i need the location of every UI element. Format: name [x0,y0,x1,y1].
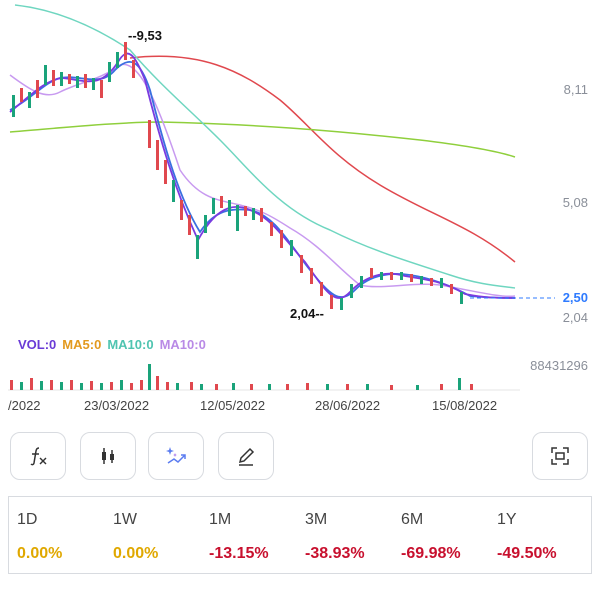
ma-blue-line [9,60,516,299]
perf-period-1m[interactable]: 1M -13.15% [209,497,299,575]
perf-value: -13.15% [209,545,269,562]
date-label-2: 12/05/2022 [200,398,266,413]
date-label-0: /2022 [8,398,41,413]
function-icon [30,447,47,466]
pencil-icon [238,447,255,466]
low-price-value: 2,04 [290,306,316,321]
perf-value: 0.00% [113,545,159,562]
price-chart[interactable] [0,0,600,420]
indicator-button[interactable] [10,432,66,480]
price-axis-label-mid: 5,08 [562,195,588,210]
price-axis-label-high: 8,11 [563,82,588,97]
date-label-1: 23/03/2022 [84,398,150,413]
ma-green-line [9,121,516,158]
candlesticks [12,42,463,310]
perf-period-3m[interactable]: 3M -38.93% [305,497,395,575]
low-price-annotation: 2,04-- [290,306,324,321]
perf-label: 3M [305,511,328,528]
ma-teal-line [14,4,516,289]
date-label-4: 15/08/2022 [432,398,498,413]
legend-ma5: MA5:0 [62,337,102,352]
sparkle-chart-icon [166,447,186,464]
perf-value: 0.00% [17,545,63,562]
candlestick-icon [102,448,114,464]
perf-label: 6M [401,511,424,528]
high-price-value: 9,53 [136,28,162,43]
perf-period-6m[interactable]: 6M -69.98% [401,497,491,575]
ma-violet-line [9,52,516,299]
high-price-annotation: --9,53 [128,28,162,43]
perf-period-1d[interactable]: 1D 0.00% [17,497,107,575]
date-label-3: 28/06/2022 [315,398,381,413]
volume-bars [10,364,473,390]
expand-icon [551,447,569,465]
legend-vol: VOL:0 [18,337,57,352]
perf-period-1w[interactable]: 1W 0.00% [113,497,203,575]
perf-value: -69.98% [401,545,461,562]
perf-label: 1Y [497,511,517,528]
ai-analysis-button[interactable] [148,432,204,480]
price-axis-label-low: 2,04 [562,310,588,325]
ma-red-line [129,55,516,263]
legend-ma10-a: MA10:0 [107,337,154,352]
draw-button[interactable] [218,432,274,480]
chart-toolbar [0,432,600,488]
volume-max-label: 88431296 [530,358,588,373]
perf-label: 1W [113,511,137,528]
perf-period-1y[interactable]: 1Y -49.50% [497,497,587,575]
current-price-label: 2,50 [562,290,588,305]
fullscreen-button[interactable] [532,432,588,480]
perf-value: -38.93% [305,545,365,562]
perf-value: -49.50% [497,545,557,562]
candle-type-button[interactable] [80,432,136,480]
legend-ma10-b: MA10:0 [159,337,206,352]
volume-legend: VOL:0 MA5:0 MA10:0 MA10:0 [18,337,206,352]
performance-table: 1D 0.00% 1W 0.00% 1M -13.15% 3M -38.93% … [8,496,592,574]
perf-label: 1D [17,511,38,528]
perf-label: 1M [209,511,232,528]
ma-purple-line [9,63,516,298]
